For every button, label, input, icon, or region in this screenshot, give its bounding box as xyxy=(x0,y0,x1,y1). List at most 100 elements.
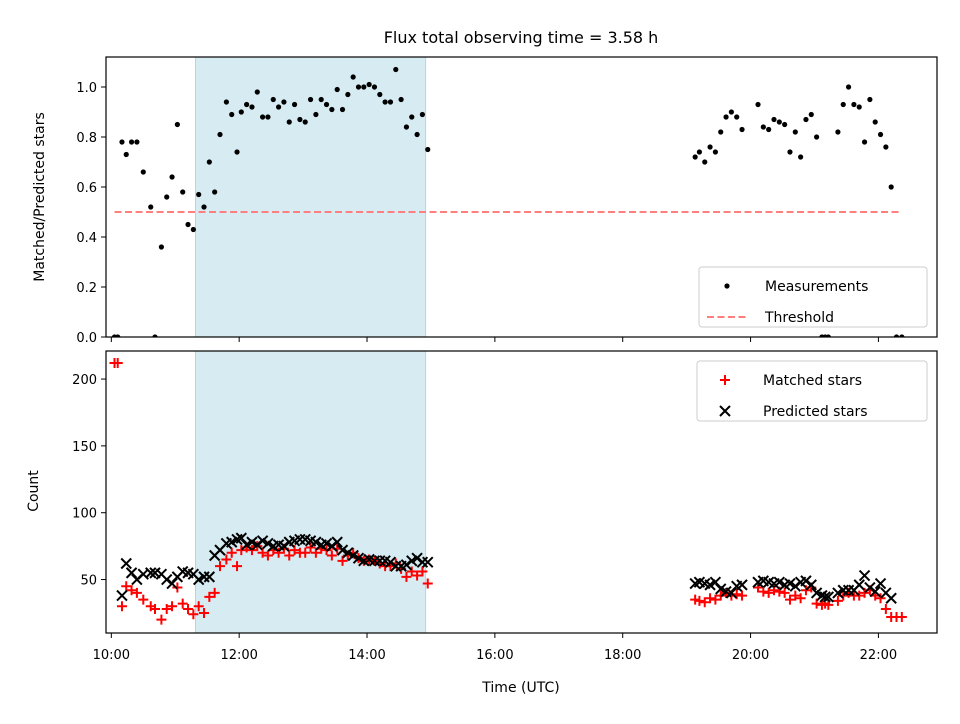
measurement-point xyxy=(792,129,798,135)
matched-star-point xyxy=(167,601,178,612)
top-plot-area xyxy=(111,57,905,337)
x-axis-label: Time (UTC) xyxy=(481,680,559,696)
x-tick-label: 22:00 xyxy=(860,648,897,663)
legend-predicted-marker xyxy=(719,405,731,417)
measurement-point xyxy=(134,139,140,145)
predicted-star-point xyxy=(116,589,128,602)
matched-star-point xyxy=(854,590,865,601)
measurement-point xyxy=(286,119,292,125)
matched-star-point xyxy=(795,593,806,604)
measurement-point xyxy=(808,111,814,118)
measurement-point xyxy=(728,109,734,115)
measurement-point xyxy=(270,96,276,103)
measurement-point xyxy=(755,101,761,108)
top-legend-box xyxy=(698,266,928,328)
measurement-point xyxy=(302,119,308,125)
matched-star-point xyxy=(422,578,433,589)
matched-star-point xyxy=(694,595,705,606)
measurement-point xyxy=(366,81,372,88)
measurement-point xyxy=(872,119,878,125)
top-axes-frame xyxy=(105,56,938,338)
measurement-point xyxy=(158,244,164,250)
measurement-point xyxy=(180,189,186,195)
predicted-star-point xyxy=(853,579,865,591)
measurement-point xyxy=(212,189,218,195)
matched-star-point xyxy=(896,611,907,622)
measurement-point xyxy=(712,149,719,155)
measurement-point xyxy=(329,106,335,113)
matched-star-point xyxy=(257,547,268,558)
matched-star-point xyxy=(138,594,149,605)
measurement-point xyxy=(877,131,884,138)
matched-star-point xyxy=(150,603,161,614)
measurement-point xyxy=(297,116,303,123)
measurement-point xyxy=(318,96,324,103)
measurement-point xyxy=(128,139,135,145)
matched-star-point xyxy=(699,597,710,608)
measurement-point xyxy=(190,226,196,233)
measurement-point xyxy=(238,109,244,115)
measurement-point xyxy=(123,151,129,158)
measurement-point xyxy=(798,154,804,160)
measurement-point xyxy=(776,119,782,125)
matched-star-point xyxy=(126,585,137,596)
measurement-point xyxy=(814,134,820,140)
measurement-point xyxy=(707,144,713,150)
measurement-point xyxy=(196,191,202,198)
matched-star-point xyxy=(177,598,188,609)
measurement-point xyxy=(148,204,154,210)
measurement-point xyxy=(185,221,191,228)
predicted-star-point xyxy=(805,579,817,591)
measurement-point xyxy=(393,66,399,73)
measurement-point xyxy=(244,101,250,108)
measurement-point xyxy=(361,84,367,90)
top-observing-span xyxy=(194,57,427,337)
measurement-point xyxy=(217,131,223,138)
measurement-point xyxy=(119,139,125,145)
matched-star-point xyxy=(823,599,834,610)
measurement-point xyxy=(723,114,729,120)
measurement-point xyxy=(281,99,287,105)
predicted-star-point xyxy=(145,567,157,579)
matched-star-point xyxy=(284,550,295,561)
measurement-point xyxy=(835,129,841,135)
matched-star-point xyxy=(705,593,716,604)
plot-layer: 0.0 0.2 0.4 0.6 0.8 1.0 Measurements Threshold 5… xyxy=(72,56,938,663)
measurement-point xyxy=(718,129,724,135)
measurement-point xyxy=(377,91,383,98)
predicted-star-point xyxy=(874,577,887,590)
matched-star-point xyxy=(758,586,769,597)
measurement-point xyxy=(414,131,420,138)
measurement-point xyxy=(164,194,170,200)
measurement-point xyxy=(760,124,766,130)
matched-star-point xyxy=(199,607,210,618)
legend-measurement-marker xyxy=(724,283,730,289)
bottom-y-tick-label: 150 xyxy=(72,440,97,455)
top-y-tick-label: 0.4 xyxy=(76,231,97,246)
x-tick-label: 16:00 xyxy=(476,648,513,663)
measurement-point xyxy=(696,149,703,155)
matched-star-point xyxy=(763,587,774,598)
bottom-plot-area xyxy=(109,351,907,633)
bottom-legend-label: Matched stars xyxy=(763,373,862,389)
measurement-point xyxy=(387,99,394,105)
matched-star-point xyxy=(710,594,721,605)
measurement-point xyxy=(334,86,340,93)
measurement-point xyxy=(803,116,809,123)
measurement-point xyxy=(350,74,356,80)
measurement-point xyxy=(169,174,175,180)
measurement-point xyxy=(851,101,857,108)
matched-star-point xyxy=(262,550,273,561)
measurement-point xyxy=(152,334,158,337)
measurement-point xyxy=(140,169,146,175)
top-y-tick-label: 0.2 xyxy=(76,281,97,296)
predicted-star-point xyxy=(203,571,216,583)
measurement-point xyxy=(323,101,330,108)
matched-star-point xyxy=(811,598,822,609)
measurement-point xyxy=(201,204,207,210)
bottom-y-tick-label: 100 xyxy=(72,507,97,522)
measurement-point xyxy=(265,114,271,120)
x-tick-label: 18:00 xyxy=(604,648,641,663)
matched-star-point xyxy=(737,590,748,601)
